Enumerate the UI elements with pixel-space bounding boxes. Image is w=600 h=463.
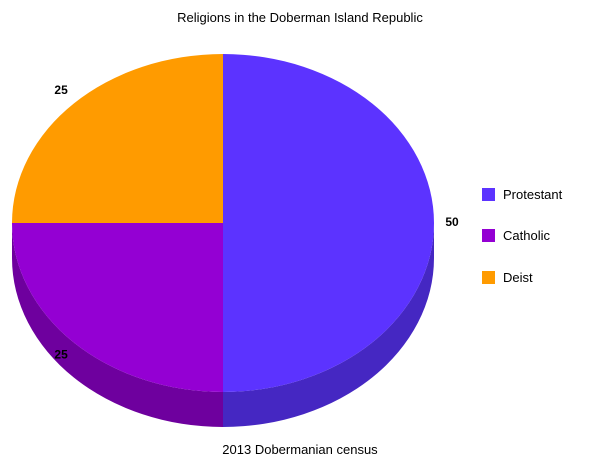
legend: Protestant Catholic Deist	[482, 184, 562, 309]
data-label-deist: 25	[54, 83, 68, 97]
pie-sides	[12, 223, 434, 427]
legend-item-deist[interactable]: Deist	[482, 267, 562, 287]
legend-label-protestant: Protestant	[503, 186, 563, 202]
legend-label-catholic: Catholic	[503, 228, 550, 243]
legend-item-catholic[interactable]: Catholic	[482, 226, 562, 246]
legend-swatch-catholic	[482, 229, 495, 242]
pie-side-protestant	[223, 223, 434, 427]
pie-slice-deist[interactable]	[12, 54, 223, 223]
legend-label-deist: Deist	[503, 269, 533, 285]
data-label-catholic: 25	[54, 347, 68, 361]
chart-title: Religions in the Doberman Island Republi…	[177, 10, 423, 25]
pie-slice-protestant[interactable]	[223, 54, 434, 392]
data-label-protestant: 50	[445, 215, 459, 229]
pie-top	[12, 54, 434, 392]
pie-side-catholic	[12, 223, 223, 427]
legend-swatch-deist	[482, 270, 495, 284]
chart-caption: 2013 Dobermanian census	[222, 442, 378, 457]
legend-item-protestant[interactable]: Protestant	[482, 184, 562, 204]
pie-slice-catholic[interactable]	[12, 223, 223, 392]
legend-swatch-protestant	[482, 187, 495, 201]
pie-labels: 50 25 25	[54, 83, 459, 361]
